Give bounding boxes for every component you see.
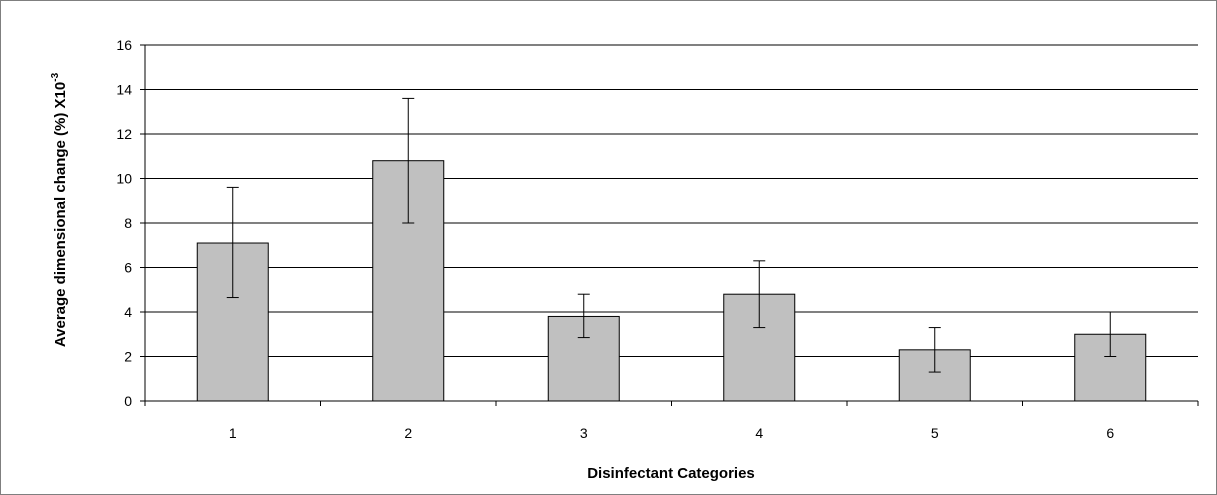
axes — [140, 44, 1199, 406]
y-tick-label: 6 — [124, 260, 132, 276]
x-tick-label: 3 — [580, 425, 588, 441]
y-tick-label: 2 — [124, 349, 132, 365]
x-axis-label: Disinfectant Categories — [587, 465, 755, 482]
bar-3 — [547, 315, 620, 402]
y-axis-label: Average dimensional change (%) X10-3 — [50, 72, 69, 347]
error-bar-4 — [753, 260, 766, 329]
y-tick-label: 14 — [116, 82, 132, 98]
y-axis-label-main: Average dimensional change (%) X10 — [52, 82, 69, 347]
gridlines — [145, 44, 1198, 357]
error-bar-1 — [226, 186, 239, 299]
x-tick-label: 2 — [404, 425, 412, 441]
x-tick-label: 4 — [755, 425, 763, 441]
error-bar-2 — [402, 97, 415, 224]
y-tick-label: 0 — [124, 393, 132, 409]
y-tick-label: 4 — [124, 304, 132, 320]
error-bar-5 — [928, 327, 941, 373]
x-tick-labels: 1 2 3 4 5 6 — [229, 425, 1115, 441]
y-axis-label-exponent: -3 — [50, 72, 61, 81]
x-tick-label: 5 — [931, 425, 939, 441]
x-tick-label: 6 — [1106, 425, 1114, 441]
error-bars — [226, 97, 1117, 373]
y-tick-labels: 0 2 4 6 8 10 12 14 16 — [116, 37, 132, 409]
error-bar-3 — [577, 293, 590, 339]
bars — [196, 160, 1147, 402]
x-tick-label: 1 — [229, 425, 237, 441]
y-tick-label: 16 — [116, 37, 132, 53]
error-bar-6 — [1104, 311, 1117, 357]
y-tick-label: 10 — [116, 171, 132, 187]
y-tick-label: 8 — [124, 215, 132, 231]
y-tick-label: 12 — [116, 126, 132, 142]
